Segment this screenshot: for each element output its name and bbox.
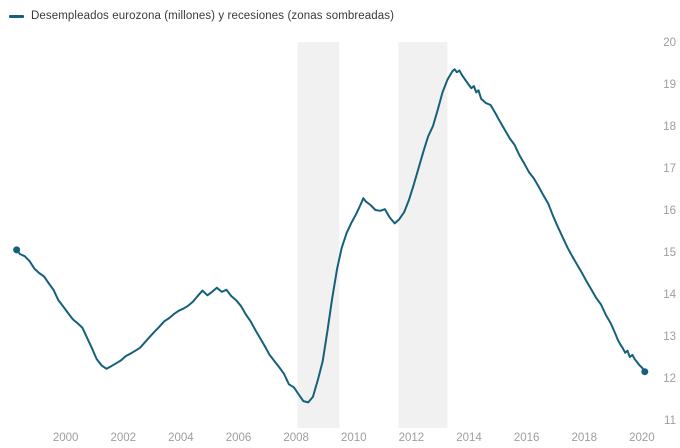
chart-legend: Desempleados eurozona (millones) y reces… [9,10,394,22]
y-tick-label: 12 [663,373,676,385]
y-tick-label: 17 [663,163,676,175]
y-tick-label: 15 [663,247,676,259]
unemployment-line [15,68,646,404]
y-tick-label: 14 [663,289,676,301]
legend-label: Desempleados eurozona (millones) y reces… [31,10,395,22]
x-tick-label: 2018 [571,432,597,444]
recession-band [297,42,340,428]
y-tick-label: 18 [663,121,676,133]
y-tick-label: 13 [663,331,676,343]
x-tick-label: 2016 [514,432,540,444]
line-start-dot [13,246,21,254]
x-tick-label: 2012 [399,432,425,444]
y-tick-label: 11 [664,415,676,427]
legend-line-swatch-icon [9,14,24,18]
x-tick-label: 2020 [629,432,655,444]
y-tick-label: 20 [663,37,676,49]
x-tick-label: 2000 [53,432,79,444]
x-tick-label: 2008 [283,432,309,444]
x-tick-label: 2004 [168,432,194,444]
x-tick-label: 2014 [456,432,482,444]
x-axis-labels: 2000 2002 2004 2006 2008 2010 2012 2014 2016 2018… [53,432,655,444]
y-tick-label: 19 [663,79,676,91]
y-tick-label: 16 [663,205,676,217]
x-tick-label: 2002 [110,432,136,444]
y-axis-labels: 20 19 18 17 16 15 14 13 12 11 [663,37,676,427]
x-tick-label: 2006 [226,432,252,444]
line-end-dot [641,368,649,376]
x-tick-label: 2010 [341,432,367,444]
